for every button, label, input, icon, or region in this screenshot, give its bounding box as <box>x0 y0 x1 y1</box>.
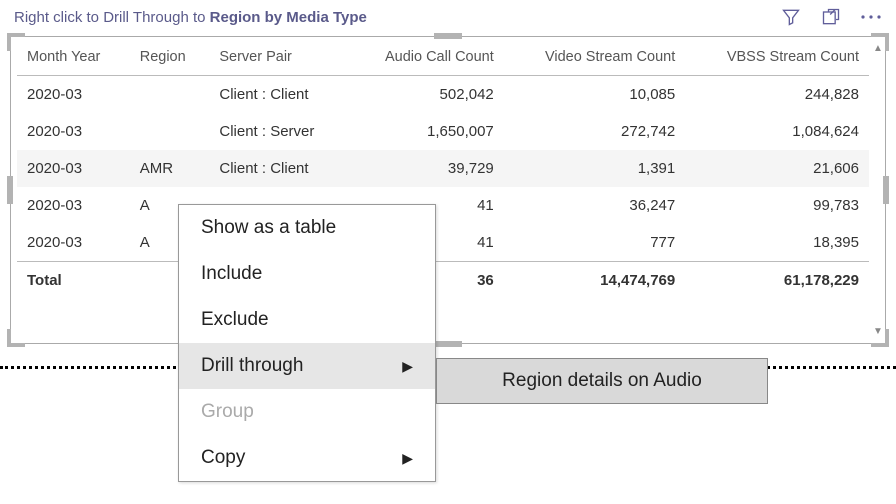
drillthrough-submenu: Region details on Audio <box>436 358 768 404</box>
table-row[interactable]: 2020-03 A 41 777 18,395 <box>17 224 869 262</box>
visual-header: Right click to Drill Through to Region b… <box>0 0 896 34</box>
chevron-right-icon: ▶ <box>402 450 413 467</box>
cell: 777 <box>504 224 685 262</box>
ctx-show-as-table[interactable]: Show as a table <box>179 205 435 251</box>
hint-prefix: Right click to Drill Through to <box>14 9 210 26</box>
cell: 272,742 <box>504 113 685 150</box>
ctx-item-label: Show as a table <box>201 217 336 239</box>
drillthrough-hint: Right click to Drill Through to Region b… <box>14 9 367 26</box>
cell: 39,729 <box>348 150 504 187</box>
ctx-include[interactable]: Include <box>179 251 435 297</box>
cell: 502,042 <box>348 76 504 114</box>
resize-handle-right[interactable] <box>883 176 889 204</box>
cell: 10,085 <box>504 76 685 114</box>
ctx-drill-through[interactable]: Drill through ▶ <box>179 343 435 389</box>
ctx-item-label: Drill through <box>201 355 303 377</box>
ctx-item-label: Copy <box>201 447 245 469</box>
ctx-group: Group <box>179 389 435 435</box>
table-row[interactable]: 2020-03 A 41 36,247 99,783 <box>17 187 869 224</box>
cell: 1,391 <box>504 150 685 187</box>
hint-bold: Region by Media Type <box>210 9 367 26</box>
col-region[interactable]: Region <box>130 41 210 76</box>
scroll-up-icon[interactable]: ▲ <box>873 43 883 54</box>
cell: Client : Client <box>209 150 348 187</box>
cell: Client : Server <box>209 113 348 150</box>
col-vbss-count[interactable]: VBSS Stream Count <box>685 41 869 76</box>
ctx-item-label: Group <box>201 401 254 423</box>
cell: 1,084,624 <box>685 113 869 150</box>
total-label: Total <box>17 262 130 300</box>
chevron-right-icon: ▶ <box>402 358 413 375</box>
cell: AMR <box>130 150 210 187</box>
ctx-copy[interactable]: Copy ▶ <box>179 435 435 481</box>
cell: Client : Client <box>209 76 348 114</box>
cell: 18,395 <box>685 224 869 262</box>
ctx-item-label: Exclude <box>201 309 269 331</box>
visual-header-icons <box>780 6 882 28</box>
table-header-row: Month Year Region Server Pair Audio Call… <box>17 41 869 76</box>
cell: 61,178,229 <box>685 262 869 300</box>
cell: 1,650,007 <box>348 113 504 150</box>
cell: 99,783 <box>685 187 869 224</box>
cell <box>130 76 210 114</box>
vertical-scrollbar[interactable]: ▲ ▼ <box>873 43 883 337</box>
table-visual-frame: ▲ ▼ Month Year Region Server Pair Audio … <box>10 36 886 344</box>
filter-icon[interactable] <box>780 6 802 28</box>
cell: 2020-03 <box>17 187 130 224</box>
cell: 2020-03 <box>17 224 130 262</box>
col-audio-count[interactable]: Audio Call Count <box>348 41 504 76</box>
resize-handle-bottom[interactable] <box>434 341 462 347</box>
resize-handle-left[interactable] <box>7 176 13 204</box>
ctx-item-label: Include <box>201 263 262 285</box>
scroll-down-icon[interactable]: ▼ <box>873 326 883 337</box>
more-options-icon[interactable] <box>860 6 882 28</box>
table-row[interactable]: 2020-03 AMR Client : Client 39,729 1,391… <box>17 150 869 187</box>
cell: 36,247 <box>504 187 685 224</box>
cell <box>130 113 210 150</box>
cell: 14,474,769 <box>504 262 685 300</box>
col-video-count[interactable]: Video Stream Count <box>504 41 685 76</box>
resize-handle-top[interactable] <box>434 33 462 39</box>
submenu-region-details-audio[interactable]: Region details on Audio <box>437 359 767 403</box>
ctx-exclude[interactable]: Exclude <box>179 297 435 343</box>
resize-handle-bl[interactable] <box>7 329 25 347</box>
cell: 2020-03 <box>17 76 130 114</box>
cell: 21,606 <box>685 150 869 187</box>
resize-handle-tl[interactable] <box>7 33 25 51</box>
table-total-row[interactable]: Total 36 14,474,769 61,178,229 <box>17 262 869 300</box>
focus-mode-icon[interactable] <box>820 6 842 28</box>
table-row[interactable]: 2020-03 Client : Server 1,650,007 272,74… <box>17 113 869 150</box>
cell: 2020-03 <box>17 113 130 150</box>
table-row[interactable]: 2020-03 Client : Client 502,042 10,085 2… <box>17 76 869 114</box>
cell: 244,828 <box>685 76 869 114</box>
col-server-pair[interactable]: Server Pair <box>209 41 348 76</box>
data-table: Month Year Region Server Pair Audio Call… <box>17 41 869 299</box>
context-menu: Show as a table Include Exclude Drill th… <box>178 204 436 482</box>
col-month-year[interactable]: Month Year <box>17 41 130 76</box>
cell: 2020-03 <box>17 150 130 187</box>
